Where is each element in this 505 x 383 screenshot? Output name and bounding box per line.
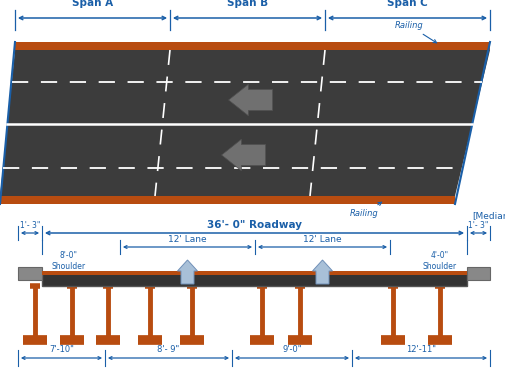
Bar: [42, 271, 466, 275]
FancyArrow shape: [228, 84, 272, 116]
Text: 12' Lane: 12' Lane: [302, 235, 341, 244]
Text: [Median]: [Median]: [471, 211, 505, 221]
Bar: [42, 272, 466, 286]
Text: 8'-0"
Shoulder: 8'-0" Shoulder: [52, 251, 86, 271]
FancyArrow shape: [221, 139, 265, 171]
Text: 9'-0": 9'-0": [282, 345, 301, 354]
Text: Span A: Span A: [72, 0, 113, 8]
Text: 12' Lane: 12' Lane: [168, 235, 207, 244]
Bar: [18, 267, 42, 280]
Polygon shape: [0, 50, 489, 196]
Text: 8'- 9": 8'- 9": [157, 345, 179, 354]
Text: Span C: Span C: [386, 0, 427, 8]
Text: Span B: Span B: [226, 0, 268, 8]
Polygon shape: [15, 42, 489, 50]
Text: Railing: Railing: [394, 21, 436, 43]
Text: 1'- 3": 1'- 3": [468, 221, 488, 230]
Text: 36'- 0" Roadway: 36'- 0" Roadway: [207, 220, 301, 230]
FancyArrow shape: [312, 260, 332, 284]
Bar: [466, 267, 489, 280]
Text: 12'-11": 12'-11": [405, 345, 435, 354]
Text: 4'-0"
Shoulder: 4'-0" Shoulder: [422, 251, 456, 271]
FancyArrow shape: [177, 260, 197, 284]
Polygon shape: [0, 196, 454, 204]
Text: 1'- 3": 1'- 3": [20, 221, 40, 230]
Text: 7'-10": 7'-10": [49, 345, 74, 354]
Text: Railing: Railing: [349, 202, 381, 218]
